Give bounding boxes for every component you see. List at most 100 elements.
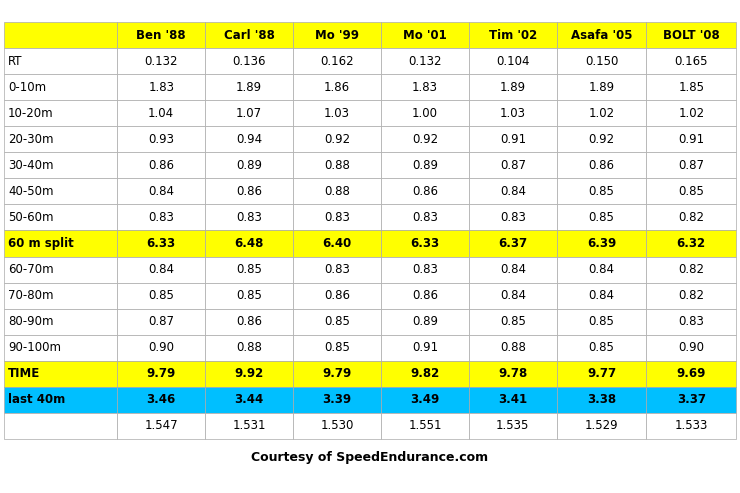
Bar bbox=[4, 100, 117, 126]
Bar bbox=[646, 413, 736, 439]
Text: 0.165: 0.165 bbox=[674, 55, 708, 68]
Bar bbox=[469, 413, 556, 439]
Text: 1.533: 1.533 bbox=[675, 419, 708, 432]
Bar bbox=[117, 126, 205, 152]
Bar bbox=[293, 22, 381, 48]
Text: 0.132: 0.132 bbox=[144, 55, 178, 68]
Text: 0.82: 0.82 bbox=[679, 211, 704, 224]
Bar bbox=[205, 256, 293, 282]
Text: 60-70m: 60-70m bbox=[8, 263, 54, 276]
Text: 0.150: 0.150 bbox=[585, 55, 618, 68]
Text: 6.40: 6.40 bbox=[323, 237, 352, 250]
Bar bbox=[205, 178, 293, 205]
Text: 0.87: 0.87 bbox=[500, 159, 526, 172]
Text: 0.85: 0.85 bbox=[500, 315, 526, 328]
Bar bbox=[205, 74, 293, 100]
Text: 0.85: 0.85 bbox=[236, 263, 262, 276]
Bar bbox=[117, 413, 205, 439]
Bar bbox=[469, 126, 556, 152]
Bar bbox=[205, 126, 293, 152]
Bar bbox=[293, 48, 381, 74]
Bar bbox=[293, 335, 381, 361]
Bar bbox=[205, 335, 293, 361]
Bar bbox=[4, 48, 117, 74]
Bar bbox=[469, 335, 556, 361]
Text: 0.86: 0.86 bbox=[148, 159, 174, 172]
Text: 0.92: 0.92 bbox=[324, 133, 350, 146]
Text: 0.89: 0.89 bbox=[412, 315, 438, 328]
Bar bbox=[646, 205, 736, 231]
Bar bbox=[556, 74, 646, 100]
Bar bbox=[556, 413, 646, 439]
Bar bbox=[205, 387, 293, 413]
Bar bbox=[469, 100, 556, 126]
Bar bbox=[469, 387, 556, 413]
Bar bbox=[381, 205, 469, 231]
Bar bbox=[205, 361, 293, 387]
Text: 0.90: 0.90 bbox=[679, 341, 704, 354]
Bar bbox=[469, 231, 556, 256]
Bar bbox=[469, 361, 556, 387]
Text: 0.132: 0.132 bbox=[408, 55, 442, 68]
Bar bbox=[381, 309, 469, 335]
Bar bbox=[556, 152, 646, 178]
Text: 0.83: 0.83 bbox=[412, 211, 438, 224]
Bar bbox=[4, 152, 117, 178]
Text: 9.77: 9.77 bbox=[587, 367, 616, 380]
Text: 0.85: 0.85 bbox=[679, 185, 704, 198]
Text: 0.85: 0.85 bbox=[236, 289, 262, 302]
Text: 0.92: 0.92 bbox=[412, 133, 438, 146]
Bar bbox=[556, 282, 646, 309]
Bar bbox=[381, 413, 469, 439]
Text: 0.86: 0.86 bbox=[412, 289, 438, 302]
Text: 0.89: 0.89 bbox=[412, 159, 438, 172]
Bar bbox=[381, 256, 469, 282]
Text: 3.44: 3.44 bbox=[235, 393, 263, 406]
Bar bbox=[205, 231, 293, 256]
Bar bbox=[293, 309, 381, 335]
Bar bbox=[117, 205, 205, 231]
Text: 0.84: 0.84 bbox=[588, 289, 614, 302]
Text: 1.89: 1.89 bbox=[236, 81, 262, 94]
Text: 6.37: 6.37 bbox=[498, 237, 528, 250]
Text: 3.39: 3.39 bbox=[323, 393, 352, 406]
Bar bbox=[293, 100, 381, 126]
Bar bbox=[646, 282, 736, 309]
Text: 3.37: 3.37 bbox=[677, 393, 706, 406]
Text: 0.86: 0.86 bbox=[236, 185, 262, 198]
Bar bbox=[556, 48, 646, 74]
Text: 1.02: 1.02 bbox=[588, 107, 614, 120]
Text: 3.41: 3.41 bbox=[498, 393, 528, 406]
Text: 6.32: 6.32 bbox=[676, 237, 706, 250]
Bar bbox=[4, 309, 117, 335]
Bar bbox=[646, 309, 736, 335]
Bar bbox=[293, 282, 381, 309]
Bar bbox=[646, 152, 736, 178]
Text: 0.87: 0.87 bbox=[148, 315, 174, 328]
Text: 0.88: 0.88 bbox=[500, 341, 526, 354]
Text: 1.551: 1.551 bbox=[408, 419, 442, 432]
Bar bbox=[381, 178, 469, 205]
Text: 1.531: 1.531 bbox=[232, 419, 266, 432]
Text: 1.547: 1.547 bbox=[144, 419, 178, 432]
Bar bbox=[4, 361, 117, 387]
Bar bbox=[4, 22, 117, 48]
Text: 90-100m: 90-100m bbox=[8, 341, 61, 354]
Text: 1.535: 1.535 bbox=[496, 419, 530, 432]
Bar bbox=[4, 282, 117, 309]
Bar bbox=[556, 126, 646, 152]
Text: BOLT '08: BOLT '08 bbox=[663, 29, 719, 42]
Text: 0.84: 0.84 bbox=[148, 185, 174, 198]
Text: Carl '88: Carl '88 bbox=[223, 29, 275, 42]
Bar bbox=[293, 256, 381, 282]
Text: 0.86: 0.86 bbox=[324, 289, 350, 302]
Bar bbox=[4, 126, 117, 152]
Bar bbox=[117, 152, 205, 178]
Text: 0.85: 0.85 bbox=[324, 341, 350, 354]
Bar bbox=[4, 335, 117, 361]
Text: 9.79: 9.79 bbox=[323, 367, 352, 380]
Bar bbox=[381, 126, 469, 152]
Bar bbox=[646, 48, 736, 74]
Bar bbox=[469, 152, 556, 178]
Bar bbox=[469, 256, 556, 282]
